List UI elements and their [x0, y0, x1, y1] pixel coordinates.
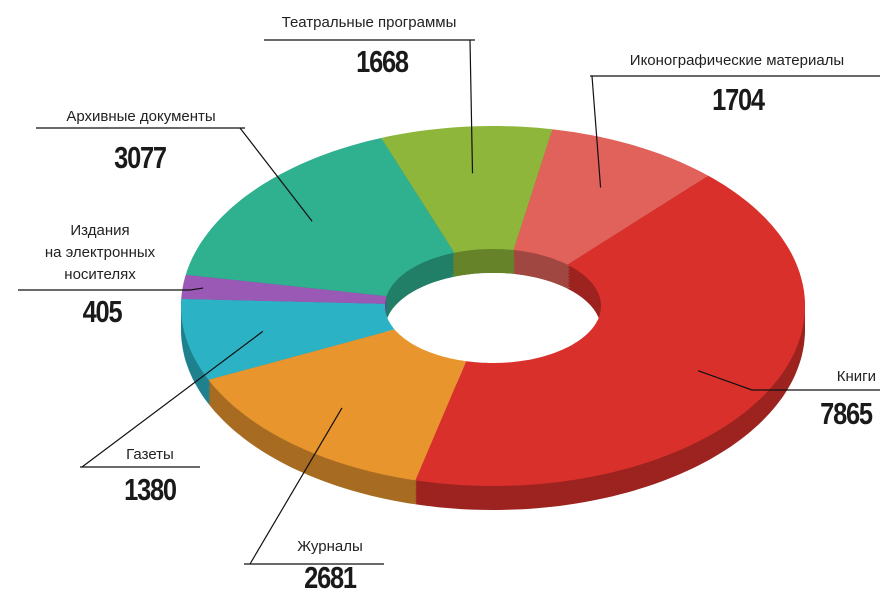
leader-line [239, 127, 313, 222]
value-label: 3077 [114, 140, 167, 175]
slice [381, 126, 553, 253]
slice [415, 175, 805, 486]
value-label: 7865 [820, 396, 873, 431]
slice [181, 274, 387, 304]
slice [513, 129, 709, 265]
category-label: Газеты [126, 446, 174, 463]
value-label: 2681 [304, 560, 357, 595]
leader-line [81, 330, 264, 468]
category-label: Архивные документы [66, 108, 216, 125]
slice [208, 329, 467, 481]
slice [181, 298, 395, 380]
category-label: Иконографические материалы [629, 52, 845, 69]
category-label: Издания на электронных носителях [44, 222, 156, 283]
category-label: Театральные программы [281, 14, 457, 31]
leader-line [249, 407, 343, 565]
value-label: 1380 [124, 472, 177, 507]
category-label: Книги [836, 368, 876, 385]
leader-line [469, 39, 474, 174]
slice [185, 138, 455, 297]
leader-line [591, 75, 602, 188]
leader-line [697, 370, 753, 391]
value-label: 1668 [356, 44, 409, 79]
leader-line [189, 287, 204, 291]
value-label: 405 [82, 294, 123, 329]
value-label: 1704 [712, 82, 765, 117]
category-label: Журналы [297, 538, 363, 555]
